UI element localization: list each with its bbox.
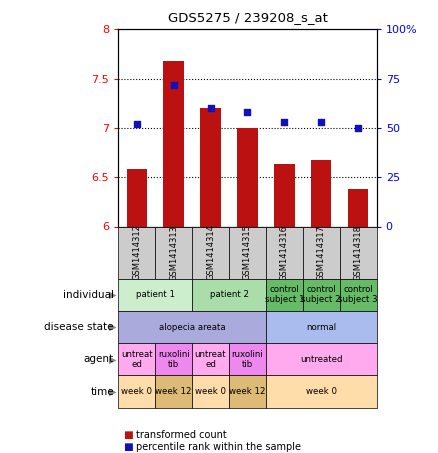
Point	[318, 118, 325, 125]
Bar	[340, 279, 377, 311]
Bar	[303, 226, 340, 279]
Bar	[274, 164, 294, 226]
Bar	[348, 189, 368, 226]
Text: control
subject 1: control subject 1	[265, 285, 304, 304]
Text: GSM1414315: GSM1414315	[243, 225, 252, 280]
Text: GSM1414314: GSM1414314	[206, 225, 215, 280]
Point	[281, 118, 288, 125]
Text: percentile rank within the sample: percentile rank within the sample	[136, 442, 301, 452]
Text: week 0: week 0	[306, 387, 337, 396]
Text: GSM1414316: GSM1414316	[280, 225, 289, 280]
Text: agent: agent	[84, 354, 114, 364]
Text: GSM1414313: GSM1414313	[169, 225, 178, 280]
Text: ruxolini
tib: ruxolini tib	[232, 350, 263, 369]
Bar	[118, 279, 192, 311]
Text: ▶: ▶	[109, 290, 116, 300]
Bar	[155, 226, 192, 279]
Text: week 12: week 12	[229, 387, 266, 396]
Text: control
subject 3: control subject 3	[339, 285, 378, 304]
Text: normal: normal	[306, 323, 336, 332]
Point	[355, 124, 362, 131]
Bar	[118, 376, 155, 408]
Bar	[311, 159, 332, 226]
Text: week 12: week 12	[155, 387, 192, 396]
Text: GSM1414317: GSM1414317	[317, 225, 326, 280]
Point	[133, 120, 140, 128]
Text: patient 1: patient 1	[136, 290, 175, 299]
Text: untreat
ed: untreat ed	[195, 350, 226, 369]
Text: ■: ■	[123, 442, 132, 452]
Text: ▶: ▶	[109, 386, 116, 396]
Bar	[229, 376, 266, 408]
Bar	[201, 108, 221, 226]
Bar	[118, 343, 155, 376]
Bar	[266, 279, 303, 311]
Bar	[192, 226, 229, 279]
Text: GDS5275 / 239208_s_at: GDS5275 / 239208_s_at	[167, 11, 328, 24]
Text: ruxolini
tib: ruxolini tib	[158, 350, 190, 369]
Bar	[229, 343, 266, 376]
Point	[207, 105, 214, 112]
Text: untreated: untreated	[300, 355, 343, 364]
Bar	[127, 169, 147, 226]
Text: week 0: week 0	[121, 387, 152, 396]
Text: control
subject 2: control subject 2	[301, 285, 341, 304]
Point	[170, 81, 177, 88]
Bar	[118, 226, 155, 279]
Bar	[266, 376, 377, 408]
Bar	[303, 279, 340, 311]
Text: alopecia areata: alopecia areata	[159, 323, 226, 332]
Text: ▶: ▶	[109, 322, 116, 332]
Bar	[118, 311, 266, 343]
Bar	[155, 343, 192, 376]
Text: untreat
ed: untreat ed	[121, 350, 152, 369]
Bar	[192, 376, 229, 408]
Text: GSM1414312: GSM1414312	[132, 225, 141, 280]
Bar	[340, 226, 377, 279]
Text: disease state: disease state	[44, 322, 114, 332]
Bar	[237, 128, 258, 226]
Bar	[229, 226, 266, 279]
Text: GSM1414318: GSM1414318	[354, 225, 363, 280]
Text: transformed count: transformed count	[136, 429, 226, 439]
Text: week 0: week 0	[195, 387, 226, 396]
Text: individual: individual	[63, 290, 114, 300]
Bar	[266, 226, 303, 279]
Text: ▶: ▶	[109, 354, 116, 364]
Bar	[155, 376, 192, 408]
Point	[244, 109, 251, 116]
Text: ■: ■	[123, 429, 132, 439]
Bar	[266, 343, 377, 376]
Text: patient 2: patient 2	[209, 290, 248, 299]
Bar	[266, 311, 377, 343]
Text: time: time	[90, 386, 114, 396]
Bar	[192, 343, 229, 376]
Bar	[192, 279, 266, 311]
Bar	[163, 61, 184, 226]
